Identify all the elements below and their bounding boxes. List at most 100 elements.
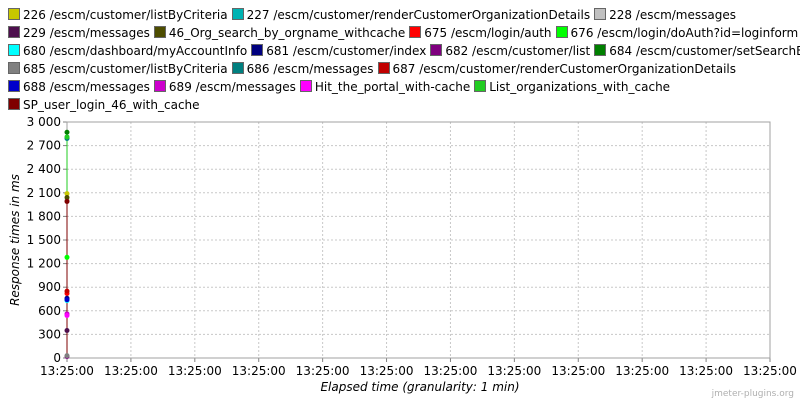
x-tick-label: 13:25:00 — [296, 364, 350, 378]
legend-row: 680 /escm/dashboard/myAccountInfo 681 /es… — [8, 42, 800, 60]
y-tick-label: 1 200 — [27, 257, 61, 271]
legend-item: List_organizations_with_cache — [474, 78, 670, 96]
legend-label: 685 /escm/customer/listByCriteria — [23, 62, 228, 76]
legend-label: 689 /escm/messages — [168, 80, 296, 94]
legend-swatch — [8, 44, 20, 56]
legend-item: SP_user_login_46_with_cache — [8, 96, 200, 114]
y-tick-label: 600 — [38, 304, 61, 318]
series-point — [64, 288, 70, 294]
legend-item: 681 /escm/customer/index — [251, 42, 426, 60]
legend-item: 689 /escm/messages — [153, 78, 296, 96]
legend-item: 680 /escm/dashboard/myAccountInfo — [8, 42, 247, 60]
legend-label: 228 /escm/messages — [609, 8, 736, 22]
legend-swatch — [153, 80, 166, 92]
legend-label: 46_Org_search_by_orgname_withcache — [168, 26, 406, 40]
legend-label: Hit_the_portal_with-cache — [314, 80, 471, 94]
legend-item: 227 /escm/customer/renderCustomerOrganiz… — [231, 6, 591, 24]
series-point — [64, 297, 70, 303]
legend-label: List_organizations_with_cache — [489, 80, 671, 94]
y-tick-label: 1 800 — [27, 209, 61, 223]
legend-row: 685 /escm/customer/listByCriteria 686 /es… — [8, 60, 798, 78]
y-tick-label: 3 000 — [27, 115, 61, 129]
legend-label: 226 /escm/customer/listByCriteria — [23, 8, 228, 22]
legend-row: 229 /escm/messages 46_Org_search_by_orgna… — [8, 24, 798, 42]
legend-swatch — [474, 80, 487, 92]
x-tick-label: 13:25:00 — [360, 364, 414, 378]
legend-label: 686 /escm/messages — [246, 62, 374, 76]
y-tick-label: 2 700 — [27, 139, 61, 153]
legend-swatch — [153, 26, 166, 38]
x-tick-label: 13:25:00 — [168, 364, 222, 378]
y-tick-label: 300 — [38, 327, 61, 341]
y-tick-label: 900 — [38, 280, 61, 294]
legend-item: 684 /escm/customer/setSearchBy — [594, 42, 800, 60]
legend-item: 46_Org_search_by_orgname_withcache — [153, 24, 406, 42]
legend-label: 684 /escm/customer/setSearchBy — [609, 44, 800, 58]
x-tick-label: 13:25:00 — [40, 364, 94, 378]
legend-item: 682 /escm/customer/list — [430, 42, 590, 60]
legend-item: 685 /escm/customer/listByCriteria — [8, 60, 228, 78]
watermark-text: jmeter-plugins.org — [711, 389, 794, 399]
legend-label: 688 /escm/messages — [23, 80, 150, 94]
legend-item: 687 /escm/customer/renderCustomerOrganiz… — [377, 60, 736, 78]
series-point — [64, 353, 70, 359]
series-point — [64, 254, 70, 260]
y-tick-label: 2 100 — [27, 186, 61, 200]
legend-swatch — [594, 8, 607, 20]
series-point — [64, 198, 70, 204]
legend-swatch — [594, 44, 607, 56]
legend-swatch — [555, 26, 568, 38]
x-tick-label: 13:25:00 — [104, 364, 158, 378]
chart-legend: 226 /escm/customer/listByCriteria 227 /es… — [8, 6, 800, 114]
legend-label: SP_user_login_46_with_cache — [23, 98, 200, 112]
series-point — [64, 313, 70, 319]
legend-row: 688 /escm/messages 689 /escm/messages Hit_… — [8, 78, 798, 96]
legend-label: 681 /escm/customer/index — [266, 44, 427, 58]
legend-row: 226 /escm/customer/listByCriteria 227 /es… — [8, 6, 798, 24]
series-point — [64, 327, 70, 333]
series-point — [64, 195, 70, 201]
legend-item: 229 /escm/messages — [8, 24, 150, 42]
legend-swatch — [299, 80, 312, 92]
legend-label: 680 /escm/dashboard/myAccountInfo — [23, 44, 248, 58]
y-tick-label: 2 400 — [27, 162, 61, 176]
legend-swatch — [8, 80, 20, 92]
x-axis-title: Elapsed time (granularity: 1 min) — [320, 380, 519, 394]
legend-swatch — [251, 44, 264, 56]
tick-labels: 0 300 600 900 1 200 1 500 1 800 2 100 2 400 2 700… — [27, 115, 797, 378]
x-tick-label: 13:25:00 — [424, 364, 478, 378]
legend-label: 682 /escm/customer/list — [445, 44, 591, 58]
x-tick-label: 13:25:00 — [232, 364, 286, 378]
axes — [63, 121, 771, 362]
legend-swatch — [8, 98, 20, 110]
series-point — [64, 191, 70, 197]
legend-swatch — [430, 44, 443, 56]
x-tick-label: 13:25:00 — [487, 364, 541, 378]
legend-label: 675 /escm/login/auth — [424, 26, 552, 40]
legend-item: Hit_the_portal_with-cache — [299, 78, 471, 96]
x-tick-label: 13:25:00 — [679, 364, 733, 378]
legend-swatch — [377, 62, 390, 74]
legend-swatch — [409, 26, 422, 38]
legend-item: 228 /escm/messages — [594, 6, 736, 24]
series-point — [64, 134, 70, 140]
legend-item: 686 /escm/messages — [231, 60, 374, 78]
legend-item: 688 /escm/messages — [8, 78, 150, 96]
x-tick-label: 13:25:00 — [615, 364, 669, 378]
legend-row: SP_user_login_46_with_cache — [8, 96, 798, 114]
legend-swatch — [8, 8, 20, 20]
legend-label: 229 /escm/messages — [23, 26, 150, 40]
legend-swatch — [231, 8, 244, 20]
series-point — [64, 129, 70, 135]
legend-label: 227 /escm/customer/renderCustomerOrganiz… — [246, 8, 591, 22]
y-axis-title: Response times in ms — [8, 174, 22, 306]
x-tick-label: 13:25:00 — [743, 364, 797, 378]
legend-swatch — [8, 62, 20, 74]
legend-label: 676 /escm/login/doAuth?id=loginform — [570, 26, 799, 40]
legend-swatch — [8, 26, 20, 38]
series-layer — [64, 129, 70, 359]
x-tick-label: 13:25:00 — [551, 364, 605, 378]
y-tick-label: 0 — [53, 351, 61, 365]
legend-swatch — [231, 62, 244, 74]
